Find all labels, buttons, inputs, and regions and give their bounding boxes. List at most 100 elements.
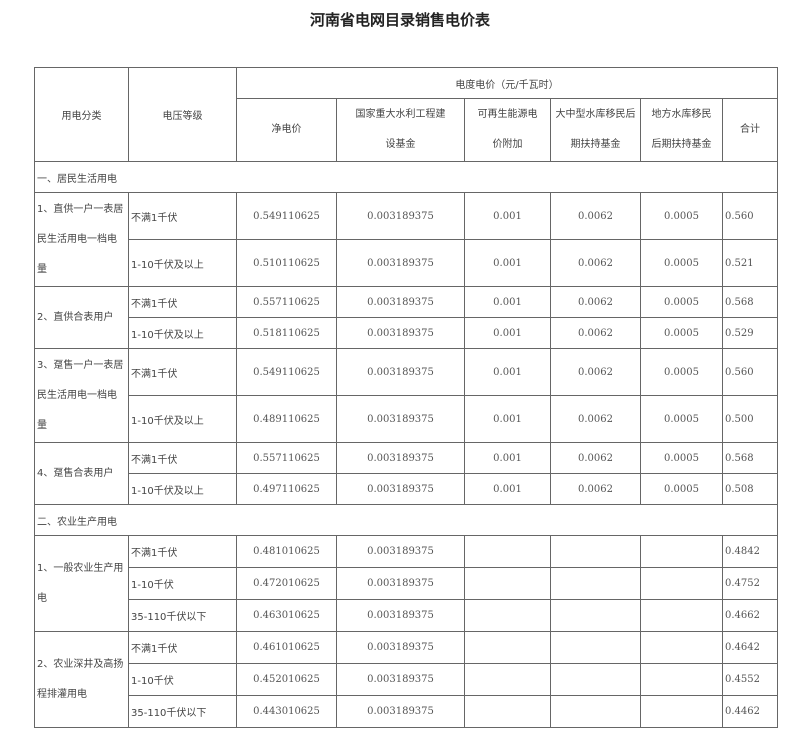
value-cell: 0.472010625 [236, 567, 337, 600]
table-row: 1-10千伏及以上 0.489110625 0.003189375 0.001 0.00… [35, 395, 778, 443]
value-cell: 0.0062 [550, 442, 641, 474]
value-cell: 0.0062 [550, 395, 641, 443]
header-local-reservoir: 地方水库移民后期扶持基金 [640, 98, 723, 162]
group-label: 3、趸售一户一表居民生活用电一档电量 [34, 348, 129, 443]
section-label: 二、农业生产用电 [34, 504, 778, 536]
voltage-cell: 不满1千伏 [128, 535, 237, 568]
group-label: 2、农业深井及高扬程排灌用电 [34, 631, 129, 728]
value-cell [640, 599, 723, 632]
value-cell: 0.003189375 [336, 192, 465, 240]
value-cell: 0.0005 [640, 442, 723, 474]
section-row: 一、居民生活用电 [34, 161, 778, 193]
value-cell [464, 535, 551, 568]
value-cell: 0.508 [722, 473, 778, 505]
value-cell [550, 631, 641, 664]
voltage-cell: 1-10千伏及以上 [128, 473, 237, 505]
table-row: 2、农业深井及高扬程排灌用电 不满1千伏 0.461010625 0.00318937… [34, 631, 778, 728]
price-table: 用电分类 电压等级 电度电价（元/千瓦时） 净电价 国家重大水利工程建设基金 可… [34, 67, 778, 728]
voltage-cell: 不满1千伏 [128, 286, 237, 318]
value-cell: 0.489110625 [236, 395, 337, 443]
voltage-cell: 1-10千伏 [128, 663, 237, 696]
value-cell: 0.001 [464, 395, 551, 443]
value-cell: 0.4842 [722, 535, 778, 568]
value-cell: 0.529 [722, 317, 778, 349]
value-cell: 0.0062 [550, 473, 641, 505]
value-cell: 0.003189375 [336, 695, 465, 728]
group-label: 2、直供合表用户 [34, 286, 129, 349]
value-cell [464, 631, 551, 664]
group-label: 1、直供一户一表居民生活用电一档电量 [34, 192, 129, 287]
voltage-cell: 1-10千伏及以上 [128, 317, 237, 349]
value-cell [640, 631, 723, 664]
value-cell: 0.481010625 [236, 535, 337, 568]
table-row: 3、趸售一户一表居民生活用电一档电量 不满1千伏 0.549110625 0.0031… [34, 348, 778, 443]
value-cell: 0.4462 [722, 695, 778, 728]
value-cell: 0.549110625 [236, 192, 337, 240]
value-cell: 0.0062 [550, 192, 641, 240]
value-cell: 0.568 [722, 442, 778, 474]
value-cell: 0.0062 [550, 239, 641, 287]
value-cell: 0.497110625 [236, 473, 337, 505]
value-cell: 0.003189375 [336, 535, 465, 568]
value-cell: 0.500 [722, 395, 778, 443]
value-cell [550, 663, 641, 696]
section-label: 一、居民生活用电 [34, 161, 778, 193]
value-cell: 0.4642 [722, 631, 778, 664]
value-cell [464, 695, 551, 728]
table-row: 35-110千伏以下 0.463010625 0.003189375 0.4662 [35, 599, 778, 632]
value-cell [550, 535, 641, 568]
value-cell: 0.4662 [722, 599, 778, 632]
value-cell: 0.001 [464, 192, 551, 240]
value-cell: 0.003189375 [336, 663, 465, 696]
value-cell: 0.003189375 [336, 348, 465, 396]
value-cell [640, 663, 723, 696]
value-cell: 0.001 [464, 442, 551, 474]
value-cell: 0.452010625 [236, 663, 337, 696]
value-cell: 0.001 [464, 348, 551, 396]
voltage-cell: 35-110千伏以下 [128, 599, 237, 632]
value-cell: 0.003189375 [336, 395, 465, 443]
value-cell: 0.0062 [550, 348, 641, 396]
voltage-cell: 不满1千伏 [128, 631, 237, 664]
table-row: 2、直供合表用户 不满1千伏 0.557110625 0.003189375 0.001… [34, 286, 778, 349]
value-cell: 0.557110625 [236, 286, 337, 318]
value-cell [464, 567, 551, 600]
voltage-cell: 不满1千伏 [128, 348, 237, 396]
value-cell: 0.0005 [640, 473, 723, 505]
value-cell: 0.003189375 [336, 239, 465, 287]
value-cell: 0.001 [464, 286, 551, 318]
header-price-group: 电度电价（元/千瓦时） [236, 67, 778, 99]
value-cell: 0.549110625 [236, 348, 337, 396]
value-cell: 0.0062 [550, 286, 641, 318]
table-row: 1、一般农业生产用电 不满1千伏 0.481010625 0.003189375 0.4… [34, 535, 778, 632]
value-cell: 0.463010625 [236, 599, 337, 632]
value-cell: 0.521 [722, 239, 778, 287]
table-row: 1-10千伏及以上 0.497110625 0.003189375 0.001 0.00… [35, 473, 778, 505]
group-label: 1、一般农业生产用电 [34, 535, 129, 632]
voltage-cell: 不满1千伏 [128, 192, 237, 240]
value-cell: 0.557110625 [236, 442, 337, 474]
table-row: 1-10千伏及以上 0.510110625 0.003189375 0.001 0.00… [35, 239, 778, 287]
section-row: 二、农业生产用电 [34, 504, 778, 536]
value-cell: 0.518110625 [236, 317, 337, 349]
value-cell: 0.4552 [722, 663, 778, 696]
value-cell: 0.0005 [640, 239, 723, 287]
value-cell: 0.560 [722, 192, 778, 240]
group-label: 4、趸售合表用户 [34, 442, 129, 505]
voltage-cell: 1-10千伏 [128, 567, 237, 600]
voltage-cell: 1-10千伏及以上 [128, 395, 237, 443]
value-cell [640, 567, 723, 600]
value-cell: 0.0005 [640, 317, 723, 349]
value-cell: 0.003189375 [336, 286, 465, 318]
value-cell: 0.4752 [722, 567, 778, 600]
header-net-price: 净电价 [236, 98, 337, 162]
value-cell: 0.003189375 [336, 473, 465, 505]
voltage-cell: 1-10千伏及以上 [128, 239, 237, 287]
value-cell: 0.0062 [550, 317, 641, 349]
value-cell: 0.003189375 [336, 599, 465, 632]
table-row: 1-10千伏 0.452010625 0.003189375 0.4552 [35, 663, 778, 696]
value-cell: 0.003189375 [336, 442, 465, 474]
value-cell [464, 599, 551, 632]
value-cell: 0.001 [464, 239, 551, 287]
value-cell: 0.001 [464, 473, 551, 505]
